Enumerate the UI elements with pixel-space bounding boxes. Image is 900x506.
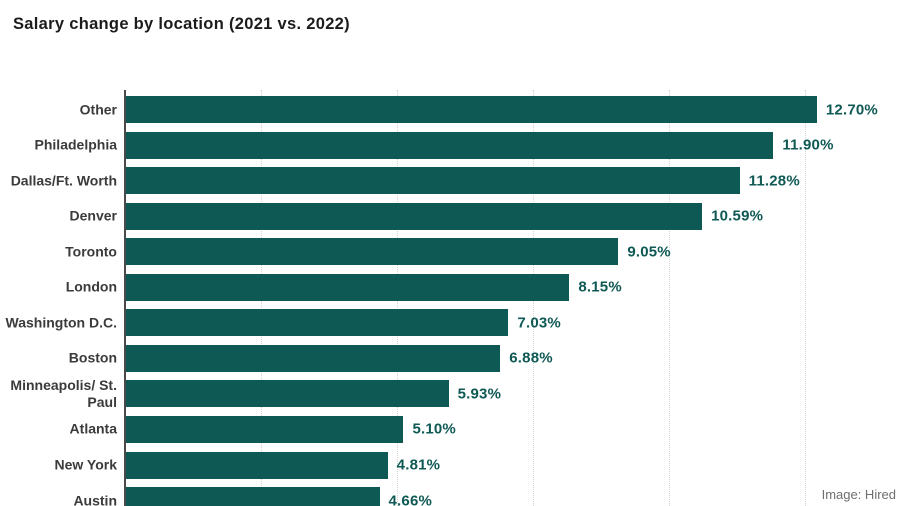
category-label: London (65, 278, 117, 295)
y-axis-line (124, 90, 126, 506)
value-label-6: 7.03% (517, 314, 561, 332)
category-label: Dallas/Ft. Worth (10, 172, 117, 189)
category-label: Minneapolis/ St. Paul (10, 376, 117, 410)
value-label-8: 5.93% (457, 385, 502, 403)
chart-row-2: Dallas/Ft. Worth 11.28% (0, 167, 900, 195)
value-label-4: 9.05% (627, 243, 671, 261)
bar-7 (126, 344, 501, 372)
chart-row-1: Philadelphia 11.90% (0, 131, 900, 159)
gridline-12.5 (805, 90, 806, 506)
chart-title: Salary change by location (2021 vs. 2022… (13, 15, 350, 33)
bar-0 (126, 96, 817, 123)
chart-row-9: Atlanta 5.10% (0, 415, 900, 443)
value-label-10: 4.81% (396, 456, 441, 474)
chart-row-6: Washington D.C. 7.03% (0, 309, 900, 337)
bar-2 (126, 167, 740, 195)
bar-chart: Other 12.70% Philadelphia 11.90% Dallas/Ft. … (0, 90, 900, 506)
bar-6 (126, 309, 509, 337)
chart-row-0: Other 12.70% (0, 96, 900, 123)
chart-row-5: London 8.15% (0, 273, 900, 301)
value-label-1: 11.90% (782, 136, 834, 154)
chart-row-3: Denver 10.59% (0, 202, 900, 230)
bar-1 (126, 131, 774, 159)
bar-3 (126, 202, 703, 230)
category-label: Other (79, 101, 117, 117)
value-label-2: 11.28% (748, 172, 800, 190)
chart-row-7: Boston 6.88% (0, 344, 900, 372)
category-label: Toronto (65, 243, 117, 260)
category-label: Denver (69, 207, 117, 224)
value-label-7: 6.88% (509, 349, 553, 367)
bar-11 (126, 487, 380, 506)
gridline-10 (669, 90, 670, 506)
chart-row-10: New York 4.81% (0, 451, 900, 479)
category-label: Austin (73, 492, 117, 506)
value-label-5: 8.15% (578, 278, 622, 296)
value-label-0: 12.70% (825, 101, 878, 118)
image-credit: Image: Hired (821, 487, 896, 502)
chart-row-11: Austin 4.66% (0, 487, 900, 506)
category-label: Philadelphia (34, 136, 117, 153)
chart-row-4: Toronto 9.05% (0, 238, 900, 266)
value-label-9: 5.10% (412, 420, 456, 438)
bar-9 (126, 415, 404, 443)
bar-8 (126, 380, 449, 408)
category-label: New York (54, 456, 117, 473)
chart-row-8: Minneapolis/ St. Paul 5.93% (0, 377, 900, 410)
category-label: Washington D.C. (5, 314, 117, 331)
category-label: Boston (68, 349, 117, 366)
category-label: Atlanta (69, 420, 117, 437)
value-label-3: 10.59% (711, 207, 764, 225)
bar-5 (126, 273, 570, 301)
bar-4 (126, 238, 619, 266)
value-label-11: 4.66% (388, 492, 433, 506)
bar-10 (126, 451, 388, 479)
